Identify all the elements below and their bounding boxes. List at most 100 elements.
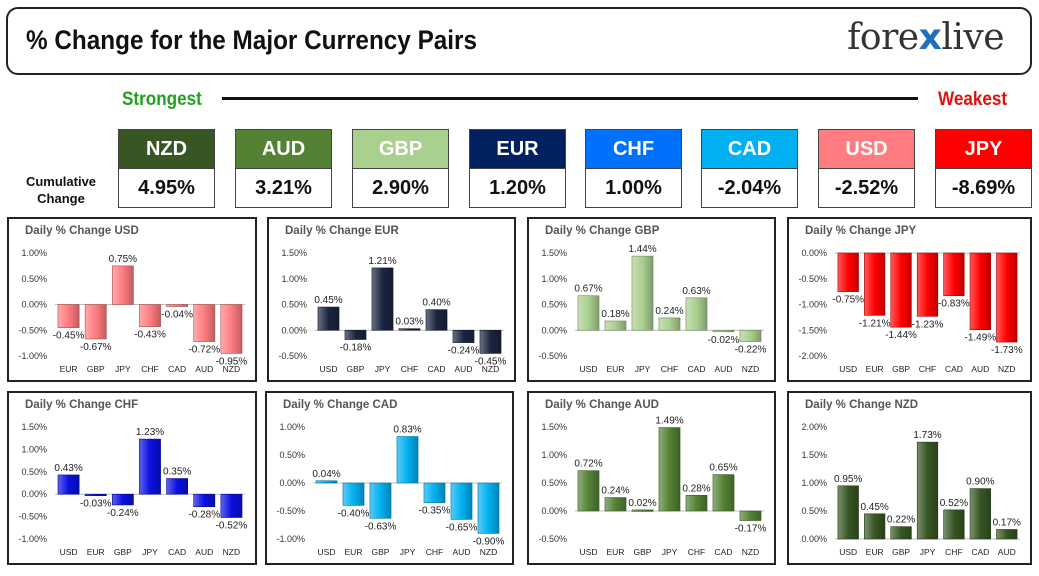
bar-usd xyxy=(837,485,859,540)
currency-box-nzd: NZD 4.95% xyxy=(118,129,215,208)
chart-aud-plot: 1.50% 1.00% 0.50% 0.00% -0.50% 0.72% USD 0.24% E… xyxy=(538,416,766,557)
x-tick-label: AUD xyxy=(715,364,733,374)
bar-jpy xyxy=(371,267,394,331)
x-tick-label: CAD xyxy=(945,364,963,374)
bar-usd xyxy=(317,306,340,331)
currency-code: CHF xyxy=(586,130,681,169)
currency-box-jpy: JPY -8.69% xyxy=(935,129,1032,208)
bar-aud xyxy=(996,529,1018,540)
bar-aud xyxy=(969,252,991,331)
y-tick-label: 1.50% xyxy=(281,248,307,258)
x-tick-label: JPY xyxy=(662,547,678,557)
y-tick-label: 2.00% xyxy=(801,422,827,432)
y-tick-label: -0.50% xyxy=(18,512,47,522)
data-label: -0.83% xyxy=(938,299,970,310)
data-label: -0.95% xyxy=(216,356,248,367)
x-tick-label: CHF xyxy=(945,547,962,557)
data-label: 0.45% xyxy=(860,502,888,513)
data-label: 0.22% xyxy=(887,515,915,526)
data-label: -0.24% xyxy=(448,346,480,357)
x-tick-label: USD xyxy=(318,547,336,557)
data-label: -1.73% xyxy=(991,345,1023,356)
data-label: 0.28% xyxy=(682,483,710,494)
cumulative-value: 4.95% xyxy=(138,177,195,199)
data-label: 0.24% xyxy=(601,486,629,497)
chart-usd-plot: 1.00% 0.50% 0.00% -0.50% -1.00% -0.45% EUR -0.6… xyxy=(18,248,248,374)
y-tick-label: -1.00% xyxy=(18,351,47,361)
x-tick-label: CAD xyxy=(971,547,989,557)
data-label: 0.24% xyxy=(655,306,683,317)
bar-gbp xyxy=(890,252,912,328)
bar-jpy xyxy=(658,427,681,512)
data-label: 0.04% xyxy=(312,469,340,480)
bar-nzd xyxy=(477,482,500,534)
data-label: 0.63% xyxy=(682,286,710,297)
x-tick-label: CAD xyxy=(168,364,186,374)
x-tick-label: NZD xyxy=(480,547,497,557)
bar-chf xyxy=(658,317,681,331)
bar-gbp xyxy=(84,304,107,340)
data-label: 0.83% xyxy=(393,425,421,436)
x-tick-label: GBP xyxy=(634,547,652,557)
x-tick-label: CAD xyxy=(688,364,706,374)
y-tick-label: 0.50% xyxy=(541,300,567,310)
x-tick-label: USD xyxy=(580,364,598,374)
bar-aud xyxy=(712,329,735,333)
cumulative-label-line1: Cumulative xyxy=(25,174,97,189)
y-tick-label: 1.50% xyxy=(541,248,567,258)
x-tick-label: CHF xyxy=(426,547,443,557)
data-label: -0.22% xyxy=(735,345,767,356)
data-label: 0.18% xyxy=(601,309,629,320)
data-label: -0.52% xyxy=(216,520,248,531)
chart-title: Daily % Change USD xyxy=(25,225,139,237)
cumulative-value: 3.21% xyxy=(255,177,312,199)
chart-title: Daily % Change GBP xyxy=(545,225,660,237)
data-label: 0.72% xyxy=(574,459,602,470)
data-label: 0.35% xyxy=(163,467,191,478)
bar-chf xyxy=(685,495,708,512)
data-label: -0.67% xyxy=(80,342,112,353)
y-tick-label: 1.50% xyxy=(801,450,827,460)
data-label: 0.95% xyxy=(834,474,862,485)
x-tick-label: CHF xyxy=(401,364,418,374)
x-tick-label: GBP xyxy=(892,547,910,557)
x-tick-label: GBP xyxy=(87,364,105,374)
x-tick-label: AUD xyxy=(998,547,1016,557)
chart-jpy-plot: 0.00% -0.50% -1.00% -1.50% -2.00% -0.75% USD -1… xyxy=(798,248,1023,374)
x-tick-label: AUD xyxy=(455,364,473,374)
data-label: -1.44% xyxy=(885,330,917,341)
data-label: 0.67% xyxy=(574,284,602,295)
currency-box-chf: CHF 1.00% xyxy=(585,129,682,208)
x-tick-label: NZD xyxy=(223,547,240,557)
x-tick-label: NZD xyxy=(998,364,1015,374)
x-tick-label: JPY xyxy=(635,364,651,374)
bar-nzd xyxy=(220,493,243,518)
data-label: -0.35% xyxy=(419,506,451,517)
data-label: 0.45% xyxy=(314,295,342,306)
bar-jpy xyxy=(111,265,134,305)
bar-jpy xyxy=(139,438,161,495)
chart-cad: Daily % Change CAD 1.00% 0.50% 0.00% -0.50%… xyxy=(265,391,514,565)
data-label: -1.21% xyxy=(859,318,891,329)
currency-code: AUD xyxy=(236,130,331,169)
bar-cad xyxy=(943,252,965,297)
y-tick-label: -1.00% xyxy=(276,534,305,544)
bar-eur xyxy=(604,497,627,512)
data-label: -0.63% xyxy=(365,521,397,532)
x-tick-label: JPY xyxy=(400,547,416,557)
bar-cad xyxy=(166,478,189,495)
x-tick-label: EUR xyxy=(866,547,884,557)
y-tick-label: -0.50% xyxy=(18,325,47,335)
x-tick-label: NZD xyxy=(482,364,499,374)
data-label: 0.43% xyxy=(54,463,82,474)
currency-code: JPY xyxy=(936,130,1031,169)
x-tick-label: GBP xyxy=(372,547,390,557)
x-tick-label: GBP xyxy=(347,364,365,374)
y-tick-label: 1.00% xyxy=(801,478,827,488)
chart-title: Daily % Change NZD xyxy=(805,399,919,411)
currency-code: USD xyxy=(819,130,914,169)
y-tick-label: 1.00% xyxy=(21,444,47,454)
data-label: 1.73% xyxy=(913,430,941,441)
bar-nzd xyxy=(739,510,762,521)
data-label: 1.23% xyxy=(136,427,164,438)
